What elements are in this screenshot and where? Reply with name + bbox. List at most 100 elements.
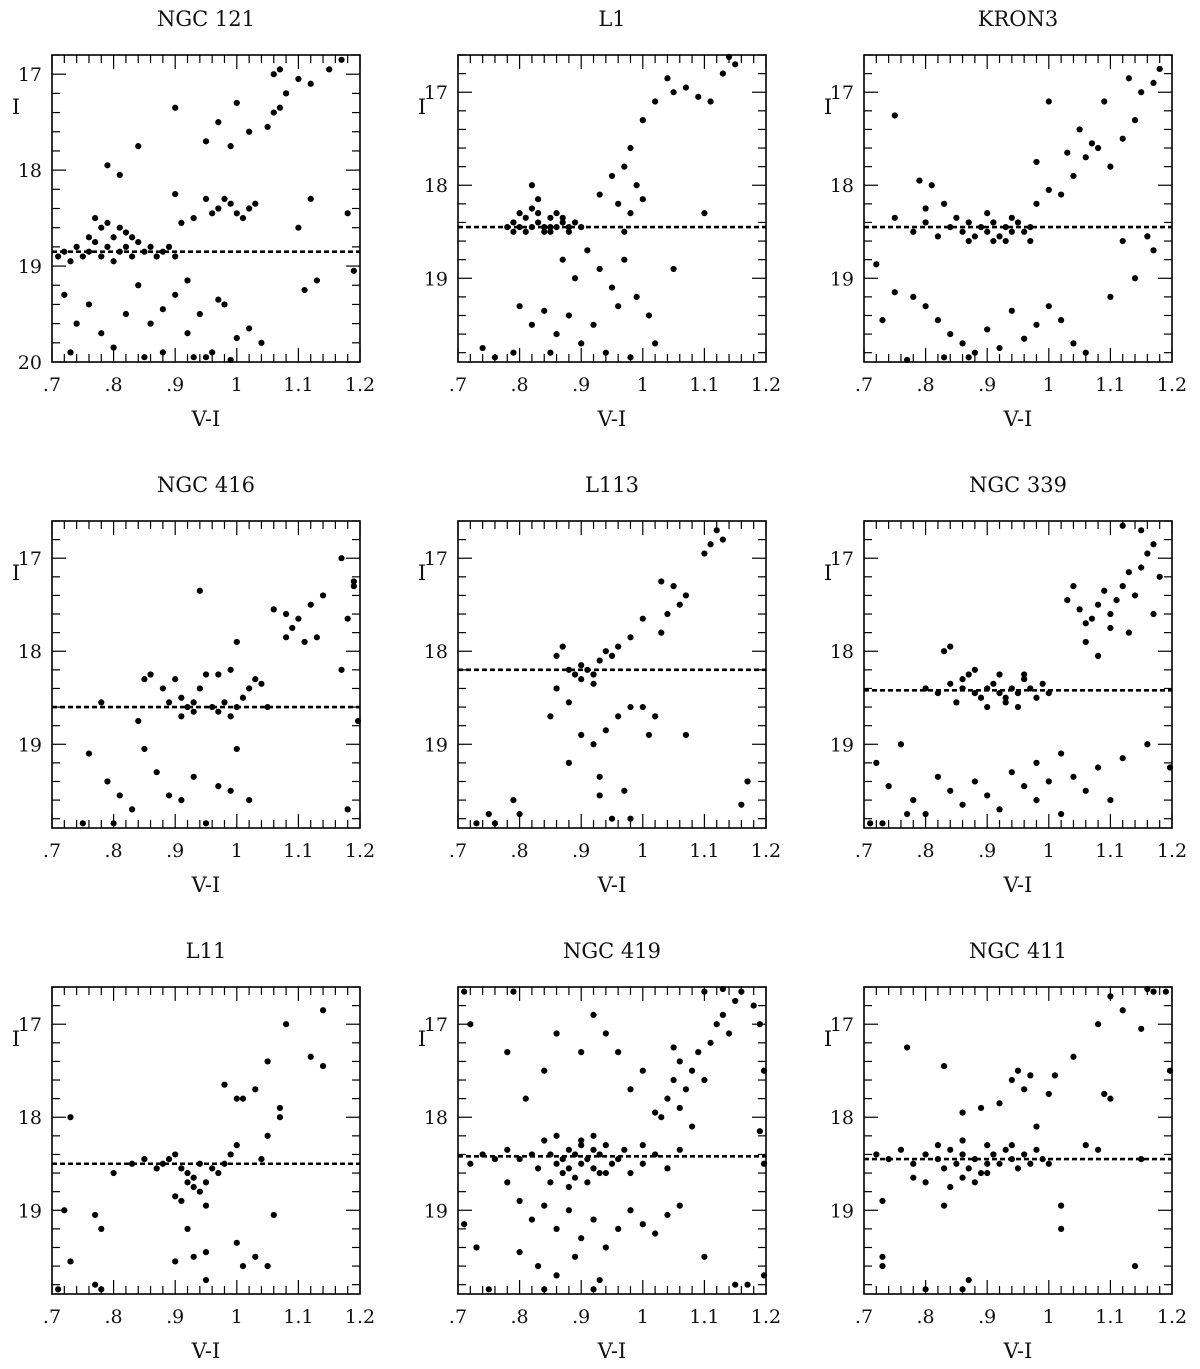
data-point [246,325,253,332]
y-tick-label: 17 [18,548,42,570]
data-point [270,71,277,78]
data-point [940,1165,948,1172]
data-point [1125,569,1132,576]
data-point [984,210,991,217]
data-point [977,1169,985,1177]
data-point [1045,186,1052,193]
data-point [172,104,179,111]
data-point [1113,596,1120,604]
data-point [516,303,523,310]
data-point [559,643,566,650]
data-point [461,988,468,995]
data-point [959,228,966,235]
data-point [282,90,290,97]
data-point [922,810,929,818]
data-point [565,666,572,673]
data-point [891,112,898,119]
data-point [233,99,240,107]
data-point [209,1165,216,1172]
data-point [658,1114,665,1121]
data-point [1119,522,1126,529]
data-point [1058,1202,1065,1209]
data-point [233,210,240,217]
data-point [473,1244,480,1251]
data-point [350,583,357,590]
x-tick-label: .9 [572,1306,590,1328]
data-point [246,796,253,804]
data-point [252,1086,259,1093]
plot-frame [51,986,361,1295]
data-point [1094,1021,1102,1028]
data-point [282,634,290,641]
x-tick-label: 1 [231,840,243,862]
x-tick-label: .8 [105,374,123,396]
data-point [276,66,284,73]
data-point [319,1062,327,1070]
data-point [553,1225,560,1232]
data-point [1107,293,1114,300]
data-point [190,699,197,706]
data-point [1150,79,1157,87]
panel-4: L113 .7 .8 .9 1 1.1 1.2 17 18 19 V-I I [418,473,781,897]
data-point [92,1211,99,1219]
data-point [922,219,929,226]
data-point [1014,690,1022,697]
data-point [934,1142,942,1149]
data-point [282,610,290,618]
data-point [1033,694,1040,701]
data-point [1138,1025,1145,1032]
data-point [701,988,708,995]
data-point [664,1211,671,1219]
data-point [627,144,634,152]
data-point [947,224,954,231]
data-point [227,787,234,794]
data-point [233,1142,240,1149]
data-point [246,128,253,135]
data-point [196,310,203,318]
data-point [738,988,745,995]
data-point [276,1114,284,1121]
data-point [221,301,228,308]
data-point [596,1151,603,1158]
data-point [172,253,179,260]
data-point [615,1225,622,1232]
data-point [891,214,898,221]
x-tick-label: .8 [511,1306,529,1328]
data-point [116,248,123,255]
data-point [233,334,240,342]
data-point [159,248,166,255]
data-point [246,685,253,692]
data-point [897,1146,905,1153]
data-point [695,1049,702,1056]
data-point [879,1197,886,1205]
data-point [516,210,523,217]
data-point [1125,629,1132,636]
data-point [1058,810,1065,818]
data-point [621,256,628,263]
data-point [165,1156,173,1163]
data-point [947,680,954,687]
data-point [947,1183,954,1191]
data-point [559,1156,566,1163]
data-point [645,731,653,739]
data-point [996,690,1003,697]
data-point [873,759,880,766]
data-point [541,1067,548,1074]
y-tick-label: 18 [18,1107,42,1129]
data-point [639,1160,646,1167]
data-point [984,1142,991,1149]
data-point [965,219,972,226]
data-point [1138,527,1145,534]
data-point [541,307,548,314]
x-axis-label: V-I [597,873,627,897]
data-point [1027,237,1034,245]
x-tick-label: 1.2 [1157,1306,1187,1328]
panel-2: KRON3 .7 .8 .9 1 1.1 1.2 17 18 19 V-I I [824,7,1187,431]
data-point [547,228,554,235]
y-tick-label: 19 [18,734,42,756]
data-point [645,312,653,319]
x-tick-label: 1 [1043,1306,1055,1328]
data-point [233,703,240,711]
data-point [1033,759,1040,766]
data-point [602,648,609,655]
